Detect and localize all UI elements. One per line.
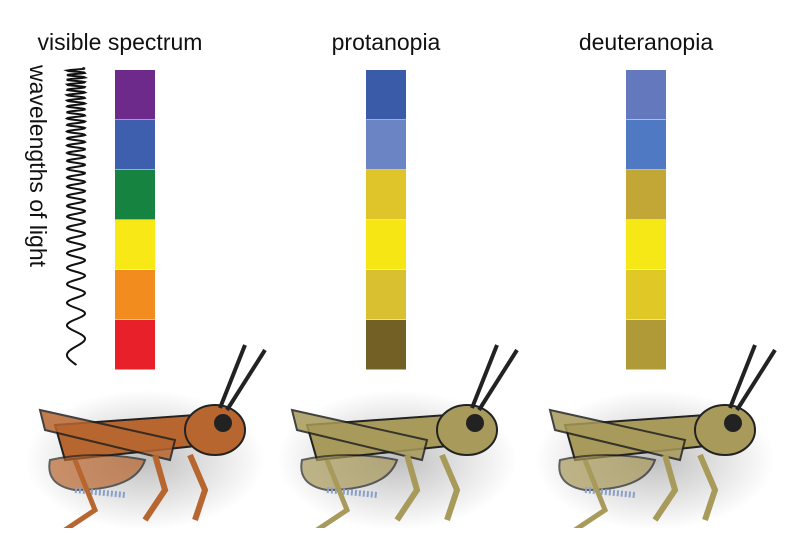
grasshopper bbox=[25, 345, 265, 528]
axis-label: wavelengths of light bbox=[25, 64, 51, 268]
swatch bbox=[626, 270, 666, 320]
swatch bbox=[626, 70, 666, 120]
swatch bbox=[366, 70, 406, 120]
column-title: protanopia bbox=[332, 29, 441, 55]
wave bbox=[63, 67, 89, 366]
swatch bbox=[366, 270, 406, 320]
grasshopper bbox=[277, 345, 517, 528]
column-title: deuteranopia bbox=[579, 29, 713, 55]
swatch bbox=[626, 120, 666, 170]
swatch bbox=[366, 170, 406, 220]
swatch bbox=[366, 220, 406, 270]
swatch bbox=[115, 120, 155, 170]
swatch bbox=[366, 320, 406, 370]
grasshopper bbox=[535, 345, 775, 528]
swatch bbox=[115, 70, 155, 120]
column-title: visible spectrum bbox=[38, 29, 203, 55]
swatch bbox=[626, 320, 666, 370]
swatch bbox=[115, 220, 155, 270]
swatch bbox=[115, 320, 155, 370]
swatch bbox=[115, 270, 155, 320]
swatch bbox=[115, 170, 155, 220]
swatch bbox=[626, 220, 666, 270]
swatch bbox=[366, 120, 406, 170]
swatch bbox=[626, 170, 666, 220]
